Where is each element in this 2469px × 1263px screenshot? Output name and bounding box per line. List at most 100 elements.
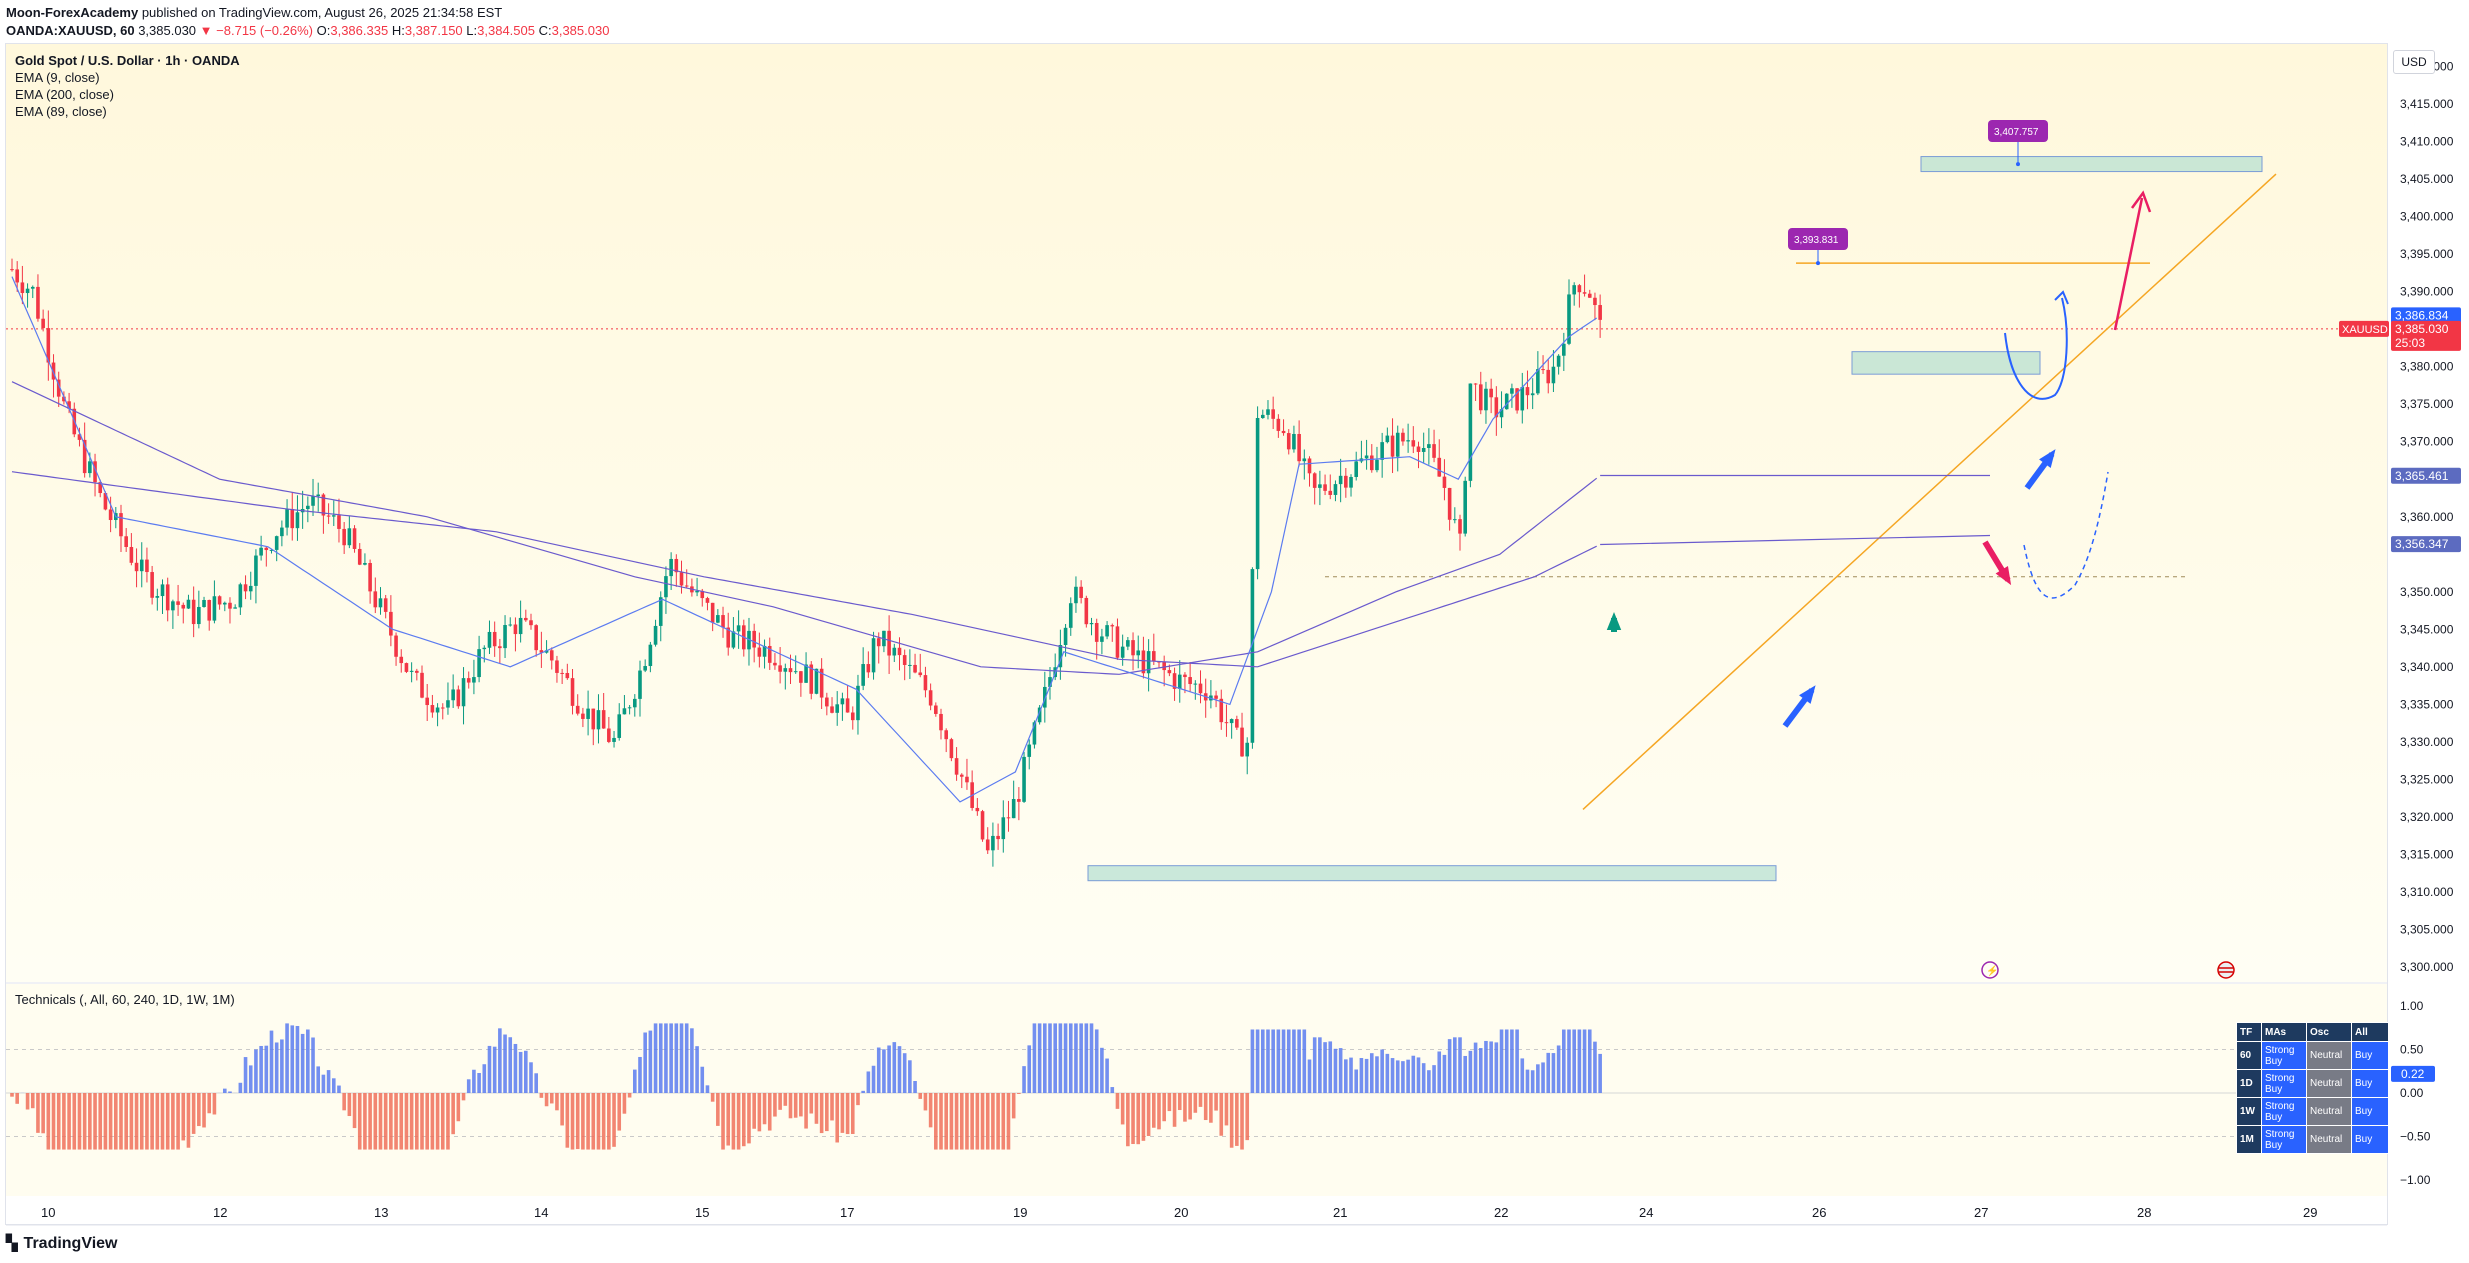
technicals-bar <box>804 1093 808 1129</box>
technicals-bar <box>482 1064 487 1093</box>
target-zone[interactable] <box>1920 156 2263 173</box>
technicals-legend[interactable]: Technicals (, All, 60, 240, 1D, 1W, 1M) <box>15 992 235 1007</box>
target-callout-lower[interactable] <box>1788 228 1848 250</box>
lightning-event-icon[interactable] <box>1981 961 1999 979</box>
candle <box>1048 677 1052 687</box>
technicals-bar <box>145 1093 149 1150</box>
candle <box>684 585 689 587</box>
technicals-bar <box>378 1093 383 1150</box>
candle <box>1395 432 1400 457</box>
technicals-bar <box>1250 1029 1255 1093</box>
candle <box>1286 433 1291 450</box>
x-tick-label: 12 <box>213 1205 227 1220</box>
candle <box>617 714 622 738</box>
technicals-bar <box>30 1093 35 1109</box>
candle <box>1219 698 1224 723</box>
candle <box>269 549 274 551</box>
candle <box>773 662 777 666</box>
candle <box>165 584 170 611</box>
publisher-name[interactable]: Moon-ForexAcademy <box>6 5 139 20</box>
mas-cell: Strong Buy <box>2261 1069 2307 1098</box>
ema89-line[interactable] <box>11 381 1598 675</box>
candle <box>913 664 917 673</box>
support-zone[interactable] <box>1087 865 1777 882</box>
candle <box>1250 569 1255 743</box>
demand-zone[interactable] <box>1851 351 2041 375</box>
candle <box>1437 457 1442 477</box>
technicals-bar <box>1385 1053 1390 1093</box>
projected-path-up[interactable] <box>2004 297 2068 400</box>
technicals-bar <box>165 1093 170 1150</box>
candle <box>1406 440 1410 442</box>
ema89-legend[interactable]: EMA (89, close) <box>15 104 107 119</box>
candle <box>352 528 357 549</box>
target-arrow-line[interactable] <box>2113 197 2144 331</box>
technicals-bar <box>534 1073 538 1093</box>
projected-path-alt[interactable] <box>2023 471 2109 599</box>
ascending-trendline[interactable] <box>1582 173 2277 810</box>
technicals-bar <box>259 1045 263 1093</box>
candle <box>695 590 699 593</box>
technicals-bar <box>274 1042 279 1093</box>
close-value: 3,385.030 <box>551 23 610 38</box>
us-flag-event-icon[interactable] <box>2217 961 2235 979</box>
candle <box>1577 285 1582 293</box>
candle <box>721 615 725 628</box>
candle <box>1546 369 1551 384</box>
candle <box>1260 414 1265 419</box>
ema9-line[interactable] <box>11 276 1598 803</box>
candle <box>197 606 201 625</box>
technicals-bar <box>1468 1050 1473 1093</box>
high-label: H: <box>391 23 405 38</box>
technicals-bar <box>1017 1093 1021 1094</box>
technicals-bar <box>1546 1052 1551 1093</box>
open-label: O: <box>316 23 331 38</box>
technicals-bar <box>1390 1058 1395 1093</box>
technicals-bar <box>1001 1093 1006 1150</box>
candle <box>674 558 679 573</box>
candle <box>176 601 180 605</box>
technicals-bar <box>1432 1065 1436 1093</box>
chart-legend: Gold Spot / U.S. Dollar · 1h · OANDA EMA… <box>15 52 240 120</box>
technicals-bar <box>139 1093 144 1150</box>
publisher-line: Moon-ForexAcademy published on TradingVi… <box>6 5 502 20</box>
candle <box>876 638 881 647</box>
currency-button[interactable]: USD <box>2393 50 2435 74</box>
technicals-bar <box>1292 1029 1296 1093</box>
ema200-legend[interactable]: EMA (200, close) <box>15 87 114 102</box>
candle <box>331 515 336 517</box>
technicals-bar <box>1209 1093 1213 1123</box>
candle <box>383 598 388 612</box>
technicals-bar <box>690 1028 694 1093</box>
technicals-bar <box>575 1093 580 1150</box>
candle <box>150 572 154 598</box>
technicals-bar <box>684 1023 689 1093</box>
y-tick-label: 3,310.000 <box>2400 885 2454 899</box>
technicals-bar <box>207 1093 212 1114</box>
technicals-bar <box>160 1093 165 1150</box>
chart-title[interactable]: Gold Spot / U.S. Dollar · 1h · OANDA <box>15 53 240 68</box>
y-tick-label: 3,380.000 <box>2400 360 2454 374</box>
target-callout-upper[interactable] <box>1988 120 2048 142</box>
candle <box>1478 384 1483 411</box>
technicals-bar <box>1593 1041 1597 1093</box>
tradingview-footer[interactable]: ▚ TradingView <box>6 1234 118 1253</box>
candle <box>793 671 798 673</box>
countdown-text: 25:03 <box>2395 336 2425 350</box>
technicals-bar <box>1022 1066 1026 1093</box>
technicals-bar <box>850 1093 855 1134</box>
candle <box>51 362 56 380</box>
candle <box>1530 393 1535 396</box>
candle <box>658 597 663 626</box>
ema200-line[interactable] <box>11 471 1597 668</box>
candle <box>243 584 248 592</box>
candle <box>1188 677 1192 685</box>
technicals-bar <box>1011 1093 1016 1119</box>
table-row: 1W Strong Buy Neutral Buy <box>2236 1097 2389 1126</box>
candle <box>612 737 616 742</box>
ema9-legend[interactable]: EMA (9, close) <box>15 70 100 85</box>
technicals-bar <box>856 1093 860 1106</box>
technicals-bar <box>1037 1023 1042 1093</box>
technicals-bar <box>819 1093 824 1134</box>
